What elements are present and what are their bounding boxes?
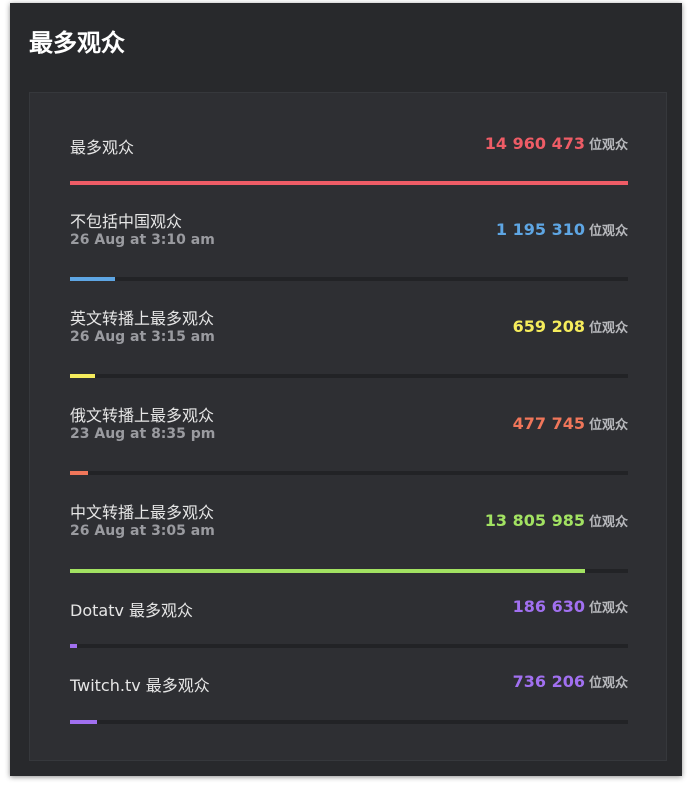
stat-value-group: 14 960 473 位观众 [485, 134, 628, 153]
stat-label: Dotatv 最多观众 [70, 601, 194, 620]
stat-bar-track [70, 569, 628, 573]
stat-bar-track [70, 374, 628, 378]
stat-row-peak: 最多观众 14 960 473 位观众 [70, 115, 628, 185]
stat-bar-fill [70, 569, 586, 573]
stat-value-group: 477 745 位观众 [513, 414, 628, 433]
stat-date: 26 Aug at 3:15 am [70, 329, 215, 345]
stat-value-group: 1 195 310 位观众 [496, 220, 628, 239]
stat-value-group: 736 206 位观众 [513, 672, 628, 691]
stat-value-group: 13 805 985 位观众 [485, 511, 628, 530]
stat-bar-fill [70, 644, 77, 648]
stat-value: 659 208 [512, 317, 585, 336]
stat-value: 13 805 985 [484, 511, 585, 530]
stat-label: 英文转播上最多观众 [70, 309, 215, 328]
stat-label: 不包括中国观众 [70, 212, 183, 231]
stat-unit: 位观众 [588, 138, 628, 153]
most-viewers-panel: 最多观众 最多观众 14 960 473 位观众 不包括中国观众 26 Aug a… [10, 3, 682, 776]
stat-value-group: 659 208 位观众 [513, 317, 628, 336]
stat-bar-track [70, 277, 628, 281]
stat-label: 俄文转播上最多观众 [70, 406, 215, 425]
stat-unit: 位观众 [588, 418, 628, 433]
stat-bar-fill [70, 277, 115, 281]
stat-row-excluding-china: 不包括中国观众 26 Aug at 3:10 am 1 195 310 位观众 [70, 185, 628, 285]
panel-title: 最多观众 [29, 29, 125, 57]
stat-label: 中文转播上最多观众 [70, 503, 215, 522]
stat-row-english-broadcast: 英文转播上最多观众 26 Aug at 3:15 am 659 208 位观众 [70, 282, 628, 382]
stat-label: Twitch.tv 最多观众 [70, 676, 210, 695]
stat-bar-fill [70, 720, 98, 724]
stat-bar-track [70, 644, 628, 648]
stat-unit: 位观众 [588, 515, 628, 530]
stat-bar-fill [70, 471, 88, 475]
stat-row-russian-broadcast: 俄文转播上最多观众 23 Aug at 8:35 pm 477 745 位观众 [70, 379, 628, 479]
stat-value: 186 630 [512, 597, 585, 616]
stat-date: 23 Aug at 8:35 pm [70, 426, 216, 442]
stat-value: 14 960 473 [484, 134, 585, 153]
stat-value-group: 186 630 位观众 [513, 597, 628, 616]
stat-bar-fill [70, 374, 95, 378]
stat-bar-track [70, 720, 628, 724]
stat-label: 最多观众 [70, 138, 135, 157]
stat-value: 477 745 [512, 414, 585, 433]
stat-bar-track [70, 181, 628, 185]
stat-row-dotatv: Dotatv 最多观众 186 630 位观众 [70, 573, 628, 653]
stat-value: 1 195 310 [495, 220, 585, 239]
stat-row-twitch: Twitch.tv 最多观众 736 206 位观众 [70, 647, 628, 727]
stat-bar-track [70, 471, 628, 475]
stat-unit: 位观众 [588, 601, 628, 616]
stat-value: 736 206 [512, 672, 585, 691]
stat-unit: 位观众 [588, 321, 628, 336]
stat-unit: 位观众 [588, 224, 628, 239]
stat-bar-fill [70, 181, 628, 185]
stat-row-chinese-broadcast: 中文转播上最多观众 26 Aug at 3:05 am 13 805 985 位观… [70, 476, 628, 576]
stats-card: 最多观众 14 960 473 位观众 不包括中国观众 26 Aug at 3:1… [29, 92, 667, 761]
stat-unit: 位观众 [588, 676, 628, 691]
stat-date: 26 Aug at 3:10 am [70, 232, 215, 248]
stat-date: 26 Aug at 3:05 am [70, 523, 215, 539]
